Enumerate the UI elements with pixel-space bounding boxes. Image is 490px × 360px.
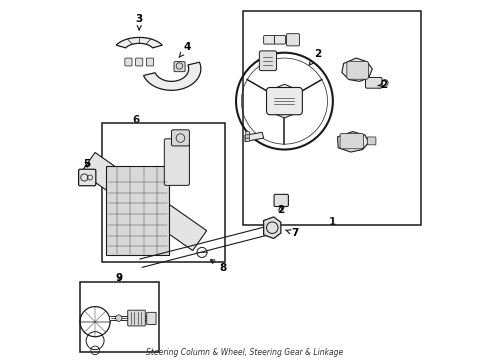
Bar xyxy=(106,166,169,255)
Text: 9: 9 xyxy=(116,273,123,283)
FancyBboxPatch shape xyxy=(264,36,275,44)
FancyBboxPatch shape xyxy=(174,62,185,72)
FancyBboxPatch shape xyxy=(245,132,250,135)
FancyBboxPatch shape xyxy=(147,58,153,66)
Polygon shape xyxy=(81,152,207,251)
FancyBboxPatch shape xyxy=(245,138,250,141)
FancyBboxPatch shape xyxy=(347,61,368,79)
FancyBboxPatch shape xyxy=(267,87,302,115)
Text: 3: 3 xyxy=(136,14,143,30)
Polygon shape xyxy=(144,62,201,90)
FancyBboxPatch shape xyxy=(366,77,382,88)
Bar xyxy=(243,12,421,225)
FancyBboxPatch shape xyxy=(287,34,299,46)
FancyBboxPatch shape xyxy=(368,137,376,145)
FancyBboxPatch shape xyxy=(147,312,156,324)
Text: 1: 1 xyxy=(329,217,337,227)
Polygon shape xyxy=(342,58,372,81)
Polygon shape xyxy=(264,217,281,238)
FancyBboxPatch shape xyxy=(259,51,276,71)
FancyBboxPatch shape xyxy=(125,58,132,66)
Text: 2: 2 xyxy=(277,206,285,216)
FancyBboxPatch shape xyxy=(164,139,190,185)
Text: 8: 8 xyxy=(210,260,227,273)
FancyBboxPatch shape xyxy=(78,169,96,186)
FancyBboxPatch shape xyxy=(274,194,289,207)
Bar xyxy=(101,123,225,262)
Text: 7: 7 xyxy=(285,228,298,238)
Polygon shape xyxy=(338,132,368,152)
Text: 2: 2 xyxy=(309,49,322,65)
Polygon shape xyxy=(245,132,264,141)
FancyBboxPatch shape xyxy=(274,36,286,44)
FancyBboxPatch shape xyxy=(340,134,364,149)
Text: 4: 4 xyxy=(179,42,191,57)
Circle shape xyxy=(116,315,122,321)
Text: 2: 2 xyxy=(378,80,388,90)
FancyBboxPatch shape xyxy=(172,130,190,146)
Text: Steering Column & Wheel, Steering Gear & Linkage: Steering Column & Wheel, Steering Gear &… xyxy=(147,348,343,357)
Text: 5: 5 xyxy=(84,159,91,169)
FancyBboxPatch shape xyxy=(136,58,143,66)
Polygon shape xyxy=(268,84,301,118)
Bar xyxy=(80,282,159,352)
Polygon shape xyxy=(116,37,162,48)
FancyBboxPatch shape xyxy=(128,310,146,326)
FancyBboxPatch shape xyxy=(245,135,250,138)
Text: 6: 6 xyxy=(132,115,139,125)
